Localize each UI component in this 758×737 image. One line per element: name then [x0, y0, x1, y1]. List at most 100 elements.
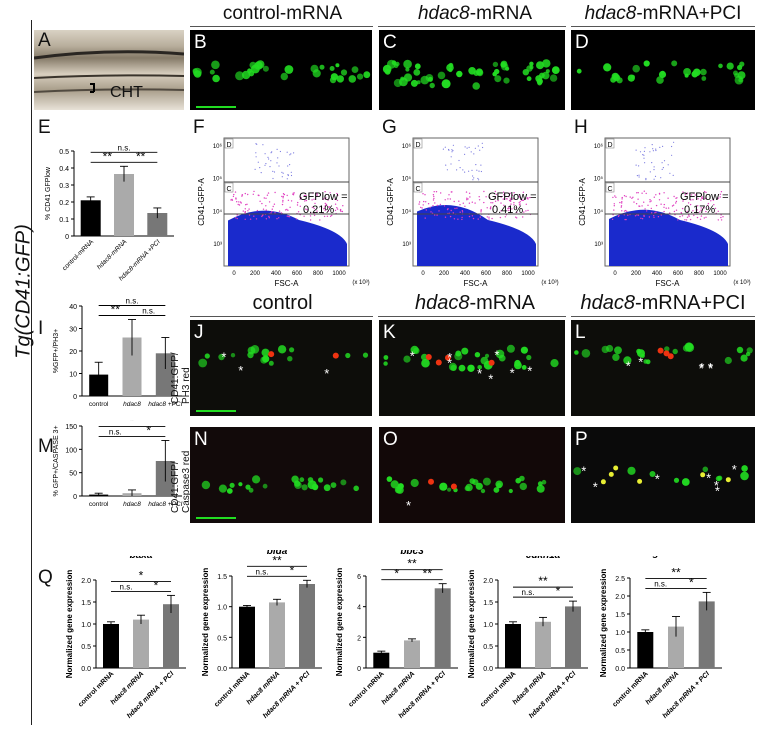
flow-event — [527, 197, 529, 199]
flow-event — [502, 191, 505, 193]
flow-event — [313, 214, 316, 217]
cell-field: * — [386, 475, 547, 513]
flow-event — [665, 207, 667, 209]
flow-event — [444, 146, 446, 148]
flow-event — [262, 208, 265, 210]
gfp-low-label: GFPlow = — [680, 191, 729, 203]
flow-x-tick: 400 — [271, 271, 282, 277]
flow-event — [310, 212, 312, 214]
flow-event — [273, 171, 276, 173]
flow-y-tick: 10⁶ — [594, 143, 604, 150]
flow-event — [692, 199, 694, 201]
flow-event — [483, 201, 485, 204]
gfp-cell — [289, 347, 295, 353]
flow-event — [327, 199, 329, 201]
flow-event — [625, 218, 627, 221]
flow-event — [707, 202, 710, 205]
flow-event — [309, 219, 312, 221]
flow-event — [256, 143, 258, 145]
flow-event — [644, 162, 646, 164]
gfp-cell — [549, 74, 558, 82]
flow-event — [491, 217, 493, 220]
gfp-cell — [656, 76, 664, 84]
micrograph-l: * * * * * * — [571, 320, 755, 416]
sig-left-label: n.s. — [256, 567, 269, 576]
flow-event — [483, 190, 485, 193]
gfp-cell — [456, 70, 463, 78]
flow-event — [434, 214, 436, 216]
sig-right-label: * — [154, 578, 159, 592]
flow-event — [694, 194, 696, 196]
flow-event — [286, 194, 288, 197]
flow-event — [620, 205, 623, 207]
gfp-cell — [410, 478, 419, 488]
gfp-cell — [212, 74, 220, 83]
sig-outer-label: n.s. — [126, 297, 139, 306]
y-axis-label: %GFP+/PH3+ — [53, 329, 60, 373]
flow-event — [259, 200, 261, 202]
flow-x-tick: 800 — [694, 271, 705, 277]
gfp-cell — [230, 353, 236, 358]
flow-event — [451, 151, 453, 153]
flow-event — [457, 218, 459, 220]
flow-event — [659, 146, 661, 148]
y-tick-label: 2.0 — [483, 578, 493, 585]
gfp-cell — [403, 59, 412, 69]
flow-event — [295, 218, 298, 220]
flow-event — [466, 199, 468, 201]
flow-event — [645, 192, 647, 195]
category-label: control mRNA — [612, 670, 650, 708]
flow-event — [305, 208, 307, 210]
gfp-cell — [740, 471, 749, 481]
sig-outer-label: ** — [538, 574, 548, 588]
flow-event — [512, 198, 515, 200]
gfp-cell — [241, 70, 251, 80]
gfp-cell — [248, 487, 254, 493]
y-tick-label: 0.3 — [59, 183, 69, 190]
flow-event — [299, 198, 301, 200]
flow-y-tick: 10⁶ — [402, 143, 412, 150]
y-tick-label: 0.5 — [59, 149, 69, 156]
flow-x-label: FSC-A — [275, 279, 300, 288]
flow-event — [488, 218, 490, 220]
asterisk-marker: * — [410, 349, 415, 364]
flow-x-tick: 800 — [502, 271, 513, 277]
flow-event — [281, 203, 284, 206]
flow-event — [638, 176, 640, 178]
flow-event — [467, 198, 469, 200]
flow-event — [255, 218, 258, 220]
gfp-cell — [683, 68, 691, 76]
flow-event — [452, 212, 454, 214]
flow-event — [612, 196, 614, 199]
gfp-cell — [467, 364, 475, 372]
flow-event — [641, 218, 644, 220]
flow-event — [688, 214, 690, 216]
flow-event — [270, 212, 272, 214]
flow-event — [268, 158, 270, 160]
flow-event — [494, 190, 496, 193]
gfp-cell — [718, 63, 723, 69]
flow-event — [265, 197, 267, 199]
flow-event — [687, 202, 690, 204]
y-tick-label: 0.0 — [217, 666, 227, 673]
y-tick-label: 100 — [65, 447, 77, 454]
flow-event — [513, 204, 515, 206]
flow-event — [621, 210, 623, 212]
side-title: Tg(CD41:GFP) — [12, 224, 35, 359]
panel-label-i: I — [38, 318, 44, 339]
flow-event — [621, 196, 623, 199]
flow-event — [513, 202, 515, 204]
gate-box — [605, 138, 615, 149]
gfp-cell — [204, 353, 210, 359]
flow-event — [334, 198, 336, 200]
flow-event — [240, 202, 242, 204]
gfp-cell — [383, 361, 388, 366]
sig-outer-label: ** — [671, 565, 681, 579]
flow-x-tick: 600 — [481, 271, 492, 277]
flow-event — [434, 202, 436, 204]
flow-event — [663, 210, 665, 213]
flow-event — [684, 219, 686, 221]
flow-event — [633, 201, 635, 203]
panel-label-j: J — [194, 322, 204, 343]
